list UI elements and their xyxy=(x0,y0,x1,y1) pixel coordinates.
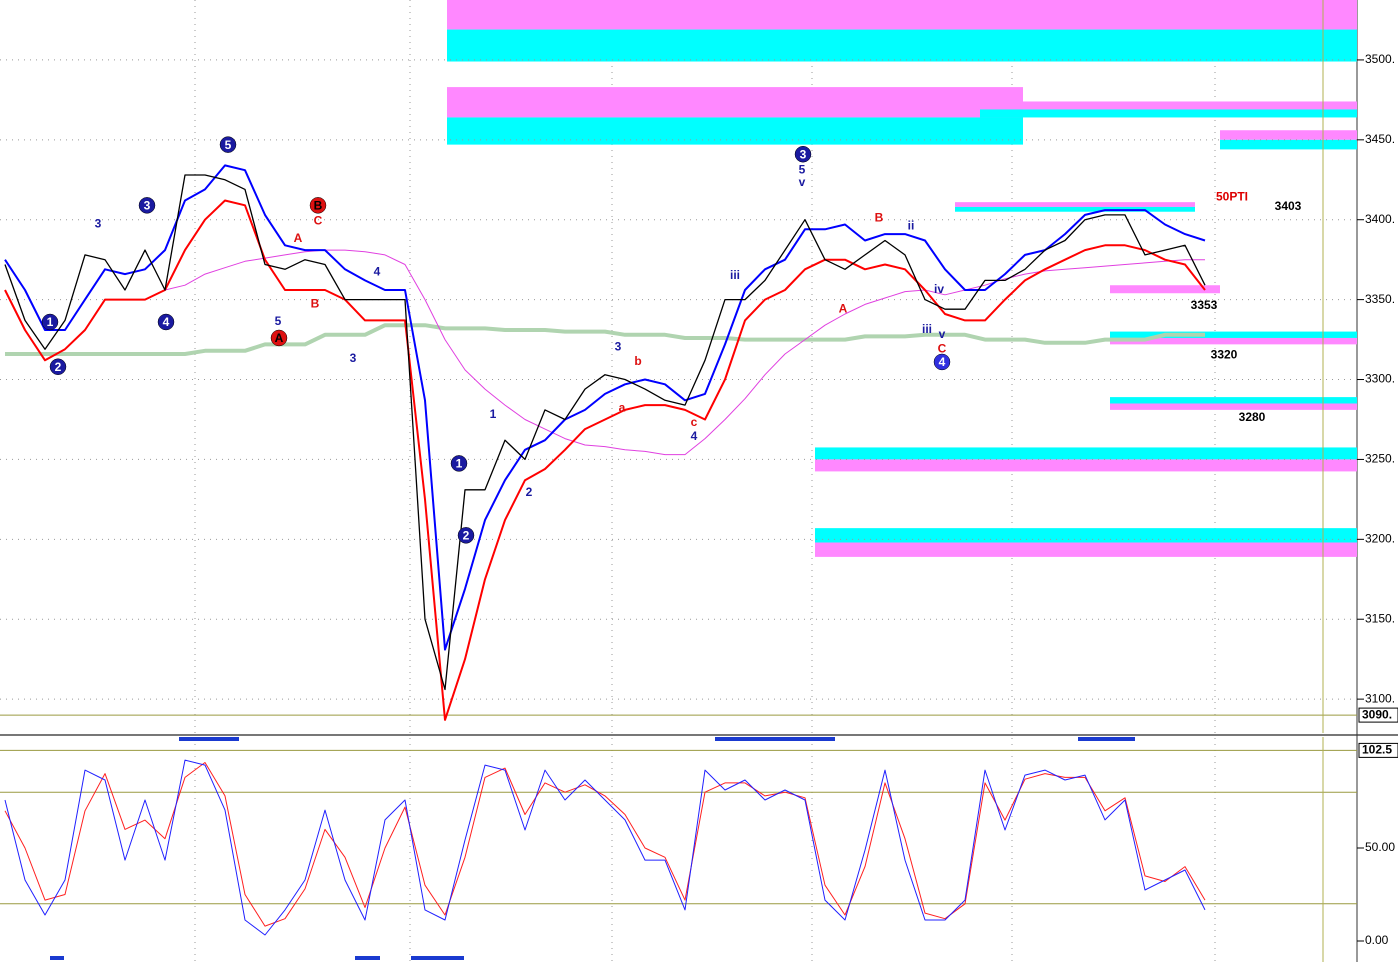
annotation: 1 xyxy=(490,407,497,421)
target-zone xyxy=(447,117,1023,145)
series-line xyxy=(4,759,1206,936)
panel: 3100. 3150. 3200. 3250. 3300. 3350. 3400. 3450.… xyxy=(0,0,1398,733)
y-tick-label: 3400. xyxy=(1365,212,1395,226)
target-zone xyxy=(815,459,1357,472)
annotation: v xyxy=(799,175,806,189)
wave-label: 2 xyxy=(463,529,470,543)
annotation: 50PTI xyxy=(1216,190,1248,204)
wave-circle xyxy=(270,329,288,347)
target-zone xyxy=(447,29,1357,62)
annotation: 3 xyxy=(615,340,622,354)
annotation: 4 xyxy=(374,265,381,279)
annotation: 3320 xyxy=(1211,348,1238,362)
annotation: a xyxy=(619,400,626,414)
target-zone xyxy=(1110,331,1357,338)
wave-circle xyxy=(138,197,156,214)
wave-circle xyxy=(309,197,327,214)
wave-circle xyxy=(157,313,175,331)
wave-label: 5 xyxy=(225,138,232,152)
panel: 0.00 50.00 102.5 xyxy=(0,737,1398,962)
target-zone xyxy=(980,101,1357,110)
wave-label: 1 xyxy=(456,457,463,471)
y-tick-label: 3500. xyxy=(1365,52,1395,66)
annotation: 5 xyxy=(799,162,806,176)
target-zone xyxy=(815,447,1357,460)
last-value-label: 3090. xyxy=(1362,707,1392,721)
wave-label: 2 xyxy=(55,360,62,374)
series-line xyxy=(4,199,1206,721)
y-tick-label: 3100. xyxy=(1365,691,1395,705)
wave-circle xyxy=(219,136,237,153)
y-tick-label: 3150. xyxy=(1365,611,1395,625)
annotation: A xyxy=(294,231,303,245)
target-zone xyxy=(815,528,1357,543)
wave-circle xyxy=(794,145,812,163)
wave-circle xyxy=(450,455,468,472)
vertical-grid xyxy=(194,0,1216,962)
target-zone xyxy=(1110,337,1357,345)
wave-label: A xyxy=(275,331,284,345)
annotation: C xyxy=(938,341,947,355)
target-zone xyxy=(1110,403,1357,410)
series-line xyxy=(4,762,1206,927)
annotation: ii xyxy=(908,218,915,232)
wave-circle xyxy=(933,353,951,371)
y-tick-label: 3300. xyxy=(1365,372,1395,386)
y-tick-label: 3450. xyxy=(1365,132,1395,146)
annotation: 5 xyxy=(275,314,282,328)
wave-label: 4 xyxy=(163,315,170,329)
annotation: iii xyxy=(730,268,740,282)
series-line xyxy=(164,249,1205,456)
wave-label: 4 xyxy=(939,355,946,369)
target-zone xyxy=(447,0,1357,30)
annotation: 3353 xyxy=(1191,298,1218,312)
wave-circle xyxy=(49,358,67,375)
target-zone xyxy=(1220,130,1357,140)
y-tick-label: 3200. xyxy=(1365,531,1395,545)
annotation: iv xyxy=(934,282,944,296)
annotation: 2 xyxy=(526,485,533,499)
wave-circle xyxy=(41,313,59,331)
wave-label: B xyxy=(314,199,323,213)
annotation: B xyxy=(875,210,884,224)
last-value-box xyxy=(1358,707,1398,723)
annotation: c xyxy=(691,415,698,429)
annotation: 4 xyxy=(691,429,698,443)
last-value-label: 102.5 xyxy=(1362,743,1392,757)
signal-bars xyxy=(50,737,1135,960)
annotation: A xyxy=(839,301,848,315)
annotation: B xyxy=(311,297,320,311)
target-zone xyxy=(447,87,1023,118)
wave-circle xyxy=(457,527,475,544)
annotation: 3 xyxy=(350,351,357,365)
series-line xyxy=(4,174,1206,691)
series-line xyxy=(5,323,1205,356)
wave-label: 3 xyxy=(144,199,151,213)
target-zone xyxy=(1220,139,1357,150)
wave-label: 1 xyxy=(47,315,54,329)
y-tick-label: 0.00 xyxy=(1365,933,1389,947)
target-zone xyxy=(815,542,1357,557)
annotation: 3280 xyxy=(1239,410,1266,424)
series-line xyxy=(4,164,1206,651)
annotation: 3 xyxy=(95,217,102,231)
target-zone xyxy=(1110,397,1357,404)
target-zone xyxy=(955,206,1195,212)
annotation: C xyxy=(314,213,323,227)
annotation: v xyxy=(939,327,946,341)
y-tick-label: 3250. xyxy=(1365,452,1395,466)
annotation: iii xyxy=(922,322,932,336)
target-zone xyxy=(980,109,1357,118)
target-zone xyxy=(955,202,1195,207)
annotation: b xyxy=(634,354,641,368)
y-tick-label: 50.00 xyxy=(1365,840,1395,854)
last-value-box xyxy=(1358,742,1398,758)
annotation: 3403 xyxy=(1275,199,1302,213)
target-zone xyxy=(1110,285,1220,294)
y-tick-label: 3350. xyxy=(1365,292,1395,306)
wave-label: 3 xyxy=(800,147,807,161)
